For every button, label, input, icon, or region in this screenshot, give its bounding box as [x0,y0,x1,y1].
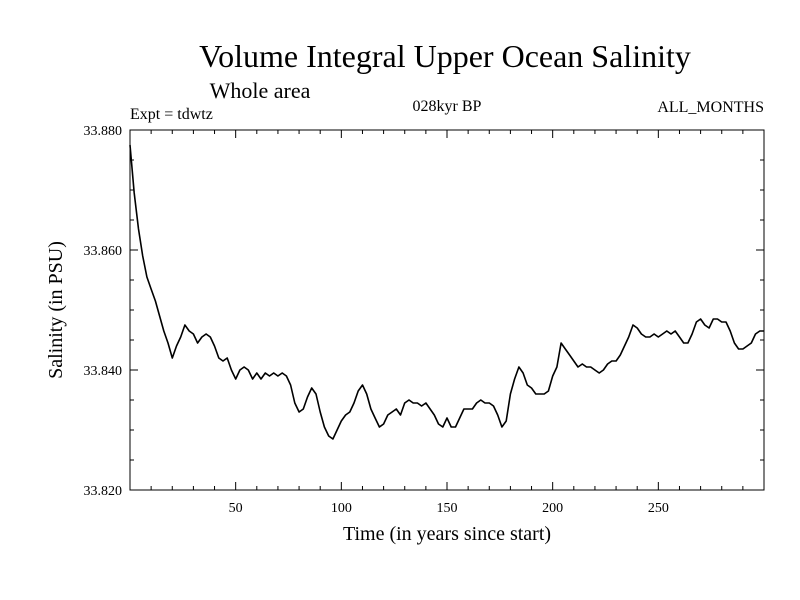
x-axis-tick-labels: 50 100 150 200 250 [229,501,669,516]
y-tick-label: 33.840 [84,364,123,379]
x-axis-label: Time (in years since start) [343,523,551,545]
salinity-series-line [129,144,764,440]
x-tick-label: 250 [648,501,669,516]
experiment-label: Expt = tdwtz [130,106,213,123]
x-tick-label: 200 [542,501,563,516]
x-tick-label: 50 [229,501,243,516]
months-label: ALL_MONTHS [657,99,764,116]
x-tick-label: 100 [331,501,352,516]
y-tick-label: 33.880 [84,124,123,139]
chart-subtitle: Whole area [210,78,311,103]
x-tick-label: 150 [437,501,458,516]
y-tick-label: 33.820 [84,484,123,499]
y-axis-label: Salinity (in PSU) [45,241,67,379]
plot-frame [129,129,765,491]
y-axis-ticks [130,159,764,461]
y-axis-tick-labels: 33.820 33.840 33.860 33.880 [84,124,123,499]
chart-title: Volume Integral Upper Ocean Salinity [199,38,691,74]
y-tick-label: 33.860 [84,244,123,259]
period-label: 028kyr BP [413,98,482,115]
x-axis-ticks [150,130,744,490]
